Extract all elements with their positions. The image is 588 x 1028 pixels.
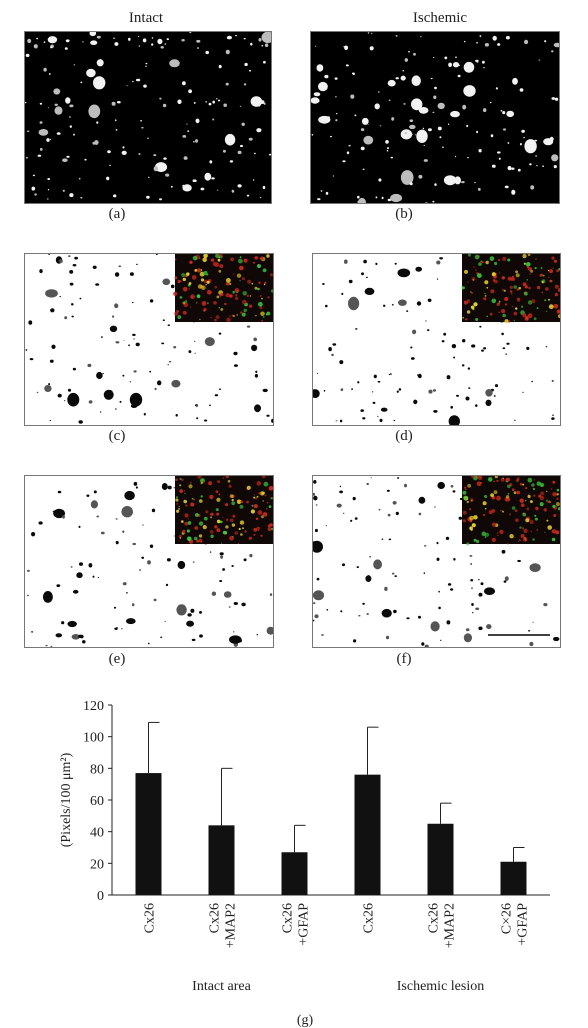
panel-label-c: (c) [108,428,126,444]
svg-text:C×26: C×26 [500,903,515,934]
column-title-ischemic: Ischemic [412,10,468,26]
group-label-0: Intact area [192,979,251,994]
micrograph-panel-d [312,253,561,426]
bar-4 [427,823,454,895]
y-tick-label: 100 [83,731,104,746]
svg-text:Cx26: Cx26 [143,903,158,933]
micrograph-panel-e [24,475,274,648]
bar-0 [135,773,162,895]
y-tick-label: 120 [83,699,104,714]
column-title-intact: Intact [128,10,164,26]
y-tick-label: 60 [90,794,104,809]
confocal-inset-e [175,476,273,545]
confocal-inset-f [462,476,560,546]
category-label-4: Cx26 +MAP2 [427,903,458,948]
panel-label-a: (a) [108,206,126,222]
group-label-1: Ischemic lesion [397,979,484,994]
micrograph-panel-f [312,475,561,648]
panel-label-g: (g) [297,1013,314,1028]
svg-text:Cx26: Cx26 [362,903,377,933]
svg-text:+GFAP: +GFAP [516,903,531,946]
panel-label-d: (d) [395,428,413,444]
category-label-0: Cx26 [143,903,158,933]
panel-label-b: (b) [395,206,413,222]
bar-5 [500,861,527,895]
micrograph-panel-a [24,31,272,204]
svg-text:Cx26: Cx26 [281,903,296,933]
svg-text:+MAP2: +MAP2 [443,903,458,948]
confocal-inset-d [461,254,560,324]
svg-text:Cx26: Cx26 [208,903,223,933]
category-label-1: Cx26 +MAP2 [208,903,239,948]
bar-3 [354,774,381,895]
y-axis-label: (Pixels/100 μm²) [59,752,74,847]
confocal-inset-c [173,254,273,323]
category-label-3: Cx26 [362,903,377,933]
panel-label-f: (f) [396,651,412,667]
category-label-5: C×26 +GFAP [500,903,531,946]
svg-text:+GFAP: +GFAP [297,903,312,946]
svg-text:+MAP2: +MAP2 [224,903,239,948]
y-tick-label: 20 [90,857,104,872]
micrograph-panel-b [310,31,560,204]
y-tick-label: 80 [90,762,104,777]
y-tick-label: 40 [90,826,104,841]
bar-1 [208,825,235,895]
micrograph-panel-c [24,253,274,426]
y-tick-label: 0 [97,889,104,904]
svg-text:Cx26: Cx26 [427,903,442,933]
bar-2 [281,852,308,895]
category-label-2: Cx26 +GFAP [281,903,312,946]
panel-label-e: (e) [108,651,126,667]
